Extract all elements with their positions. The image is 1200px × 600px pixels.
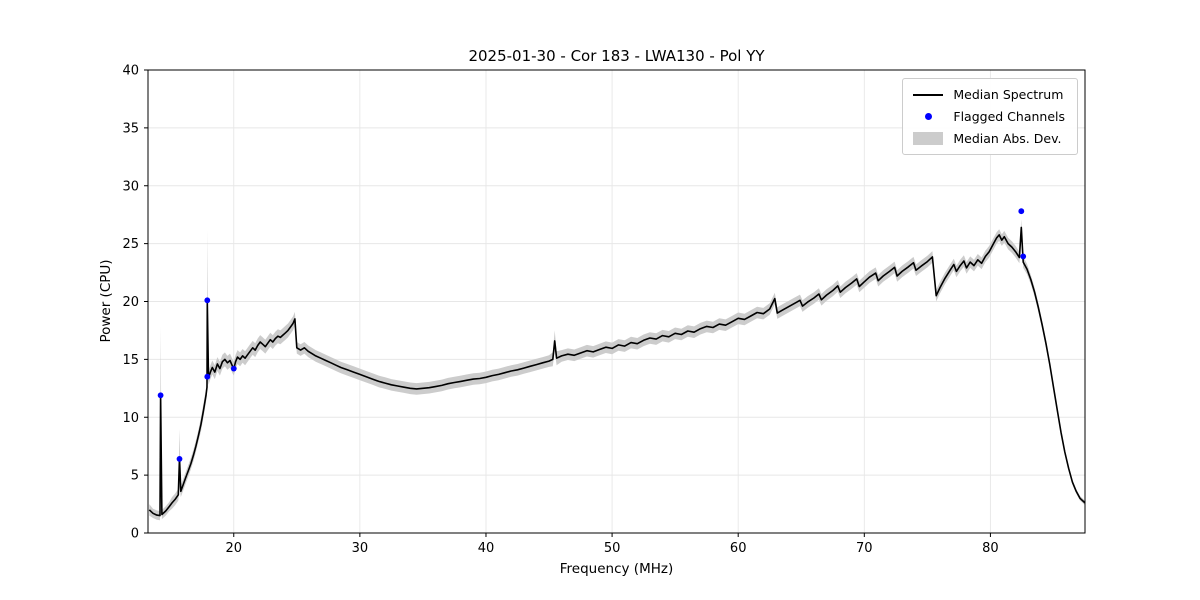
x-tick-label: 30 [352,541,369,556]
flagged-channel-point [1020,253,1027,260]
legend-item-flagged-channels: Flagged Channels [913,109,1065,124]
flagged-channel-point [204,373,211,380]
x-axis-ticks: 20 30 40 50 60 70 80 [225,533,999,556]
x-tick-label: 20 [225,541,242,556]
y-axis-ticks: 0 5 10 15 20 25 30 35 40 [122,64,148,542]
x-tick-label: 80 [982,541,999,556]
legend-dot-swatch-wrap [913,113,943,120]
y-tick-label: 40 [122,64,139,79]
legend: Median Spectrum Flagged Channels Median … [902,78,1078,155]
flagged-channel-point [176,456,183,462]
mad-band [149,219,1086,521]
y-tick-label: 5 [131,469,139,484]
legend-line-swatch-wrap [913,93,944,96]
x-tick-label: 40 [478,541,495,556]
legend-label-median-spectrum: Median Spectrum [953,87,1064,102]
y-tick-label: 15 [122,353,139,368]
flagged-channel-point [1018,208,1025,215]
flagged-channel-point [230,365,237,372]
y-tick-label: 35 [122,121,139,136]
median-spectrum-line [148,226,1086,517]
legend-label-flagged-channels: Flagged Channels [953,109,1065,124]
legend-item-median-abs-dev: Median Abs. Dev. [913,131,1065,146]
y-tick-label: 25 [122,237,139,252]
legend-label-median-abs-dev: Median Abs. Dev. [953,131,1062,146]
flagged-channels-marker-swatch [924,113,932,120]
y-axis-label: Power (CPU) [98,259,114,343]
flagged-channel-point [157,392,164,399]
y-tick-label: 0 [131,527,139,542]
flagged-channels [157,208,1027,462]
flagged-channel-point [204,297,211,304]
x-tick-label: 70 [856,541,873,556]
median-abs-dev-band-swatch [913,132,944,145]
chart-title: 2025-01-30 - Cor 183 - LWA130 - Pol YY [468,47,765,65]
legend-item-median-spectrum: Median Spectrum [913,87,1065,102]
y-tick-label: 20 [122,295,139,310]
median-spectrum-line-swatch [913,93,944,96]
legend-band-swatch-wrap [913,132,944,145]
x-axis-label: Frequency (MHz) [559,561,674,577]
y-tick-label: 10 [122,411,139,426]
x-tick-label: 50 [604,541,621,556]
x-tick-label: 60 [730,541,747,556]
y-tick-label: 30 [122,179,139,194]
